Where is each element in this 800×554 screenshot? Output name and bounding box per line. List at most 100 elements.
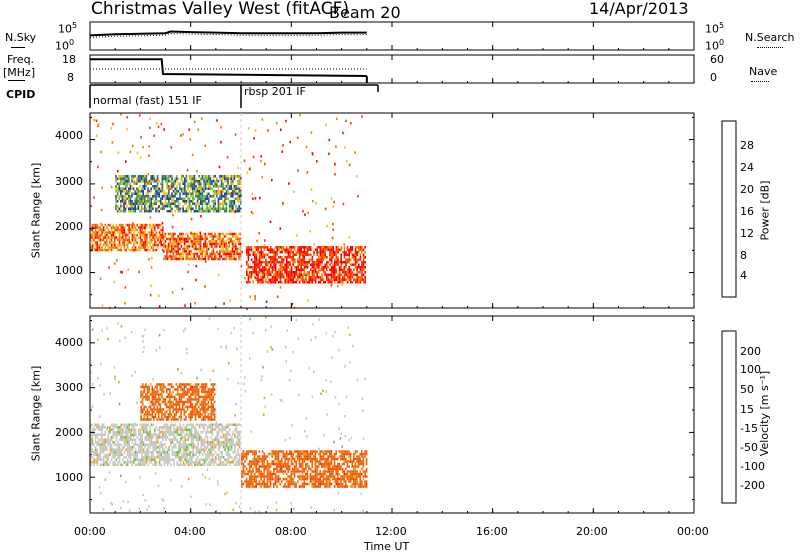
heatmap-cell xyxy=(354,480,357,483)
heatmap-cell xyxy=(145,393,147,396)
heatmap-cell xyxy=(310,268,312,271)
heatmap-cell xyxy=(172,255,175,258)
heatmap-cell xyxy=(172,213,174,217)
heatmap-cell xyxy=(270,281,272,284)
heatmap-cell xyxy=(162,446,164,449)
heatmap-cell xyxy=(300,258,302,261)
heatmap-cell xyxy=(200,438,202,441)
heatmap-cell xyxy=(204,175,207,178)
heatmap-cell xyxy=(176,451,178,454)
heatmap-cell xyxy=(311,475,313,478)
heatmap-cell xyxy=(184,185,186,188)
heatmap-cell xyxy=(192,426,194,429)
heatmap-cell xyxy=(279,462,281,466)
heatmap-cell xyxy=(279,276,282,279)
heatmap-cell xyxy=(343,253,346,256)
heatmap-cell xyxy=(164,200,167,203)
heatmap-cell xyxy=(184,443,186,446)
heatmap-cell xyxy=(141,390,144,394)
heatmap-cell xyxy=(332,248,334,251)
heatmap-cell xyxy=(364,485,366,488)
heatmap-cell xyxy=(179,443,182,446)
heatmap-cell xyxy=(96,423,98,426)
heatmap-cell xyxy=(107,231,110,234)
heatmap-cell xyxy=(173,426,175,429)
heatmap-cell xyxy=(224,207,226,210)
heatmap-cell xyxy=(330,450,333,453)
heatmap-cell xyxy=(276,475,278,478)
heatmap-cell xyxy=(297,258,299,261)
heatmap-cell xyxy=(329,480,331,483)
heatmap-cell xyxy=(182,210,184,213)
heatmap-cell xyxy=(295,266,298,269)
heatmap-cell xyxy=(345,258,347,261)
heatmap-cell xyxy=(196,240,199,243)
heatmap-cell xyxy=(166,192,168,195)
heatmap-cell xyxy=(335,145,337,148)
heatmap-cell xyxy=(364,450,366,453)
heatmap-cell xyxy=(126,423,129,426)
heatmap-cell xyxy=(172,250,175,253)
heatmap-cell xyxy=(177,400,179,404)
heatmap-cell xyxy=(224,200,226,203)
heatmap-cell xyxy=(171,225,174,229)
heatmap-cell xyxy=(262,268,264,271)
heatmap-cell xyxy=(126,185,128,188)
heatmap-cell xyxy=(147,458,150,461)
heatmap-cell xyxy=(195,448,198,451)
heatmap-cell xyxy=(341,485,344,488)
heatmap-cell xyxy=(301,485,304,488)
heatmap-cell xyxy=(90,463,92,466)
heatmap-cell xyxy=(165,431,167,434)
heatmap-cell xyxy=(235,431,238,434)
heatmap-cell xyxy=(184,180,186,183)
heatmap-cell xyxy=(293,465,296,468)
heatmap-cell xyxy=(266,470,269,473)
heatmap-cell xyxy=(287,457,289,461)
heatmap-cell xyxy=(262,246,264,249)
heatmap-cell xyxy=(340,278,342,281)
heatmap-cell xyxy=(269,462,272,466)
heatmap-cell xyxy=(170,431,172,434)
heatmap-cell xyxy=(166,255,168,258)
heatmap-cell xyxy=(208,185,210,188)
heatmap-cell xyxy=(287,251,290,254)
heatmap-cell xyxy=(349,457,352,461)
heatmap-cell xyxy=(321,465,323,468)
heatmap-cell xyxy=(179,207,181,210)
heatmap-cell xyxy=(180,395,182,399)
heatmap-cell xyxy=(232,423,234,426)
heatmap-cell xyxy=(305,457,307,461)
heatmap-cell xyxy=(348,450,350,453)
heatmap-cell xyxy=(285,480,288,483)
heatmap-cell xyxy=(353,452,355,456)
heatmap-cell xyxy=(142,461,145,464)
heatmap-cell xyxy=(160,441,162,444)
heatmap-cell xyxy=(196,247,199,251)
heatmap-cell xyxy=(160,223,162,227)
heatmap-cell xyxy=(337,467,339,471)
heatmap-cell xyxy=(314,271,317,274)
heatmap-cell xyxy=(141,423,143,426)
heatmap-cell xyxy=(168,438,170,441)
heatmap-cell xyxy=(276,251,278,254)
heatmap-cell xyxy=(279,271,282,274)
heatmap-cell xyxy=(122,458,124,461)
heatmap-cell xyxy=(225,235,227,238)
heatmap-cell xyxy=(173,408,176,411)
heatmap-cell xyxy=(305,475,307,478)
heatmap-cell xyxy=(168,195,170,198)
heatmap-cell xyxy=(212,247,215,251)
heatmap-cell xyxy=(239,242,242,246)
heatmap-cell xyxy=(156,390,158,394)
heatmap-cell xyxy=(200,202,202,205)
heatmap-cell xyxy=(190,245,192,248)
heatmap-cell xyxy=(271,258,274,261)
heatmap-cell xyxy=(364,266,366,269)
heatmap-cell xyxy=(132,177,135,180)
heatmap-cell xyxy=(146,238,148,242)
heatmap-cell xyxy=(273,268,275,271)
heatmap-cell xyxy=(254,271,256,274)
heatmap-cell xyxy=(134,210,136,213)
heatmap-cell xyxy=(171,200,173,203)
